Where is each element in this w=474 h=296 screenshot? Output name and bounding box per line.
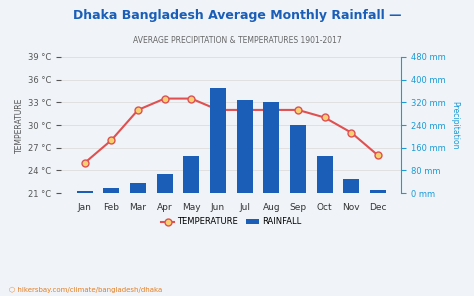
Bar — [263, 102, 279, 193]
Bar — [317, 156, 333, 193]
Bar — [210, 88, 226, 193]
Bar — [157, 174, 173, 193]
Bar — [290, 125, 306, 193]
Bar — [237, 99, 253, 193]
Bar — [130, 183, 146, 193]
Bar — [103, 188, 119, 193]
Bar — [77, 191, 93, 193]
Bar — [370, 190, 386, 193]
Bar — [343, 179, 359, 193]
Text: AVERAGE PRECIPITATION & TEMPERATURES 1901-2017: AVERAGE PRECIPITATION & TEMPERATURES 190… — [133, 36, 341, 44]
Y-axis label: Precipitation: Precipitation — [450, 101, 459, 149]
Legend: TEMPERATURE, RAINFALL: TEMPERATURE, RAINFALL — [158, 214, 305, 230]
Y-axis label: TEMPERATURE: TEMPERATURE — [15, 97, 24, 153]
Text: Dhaka Bangladesh Average Monthly Rainfall —: Dhaka Bangladesh Average Monthly Rainfal… — [73, 9, 401, 22]
Bar — [183, 156, 200, 193]
Text: ⬡ hikersbay.com/climate/bangladesh/dhaka: ⬡ hikersbay.com/climate/bangladesh/dhaka — [9, 287, 163, 293]
